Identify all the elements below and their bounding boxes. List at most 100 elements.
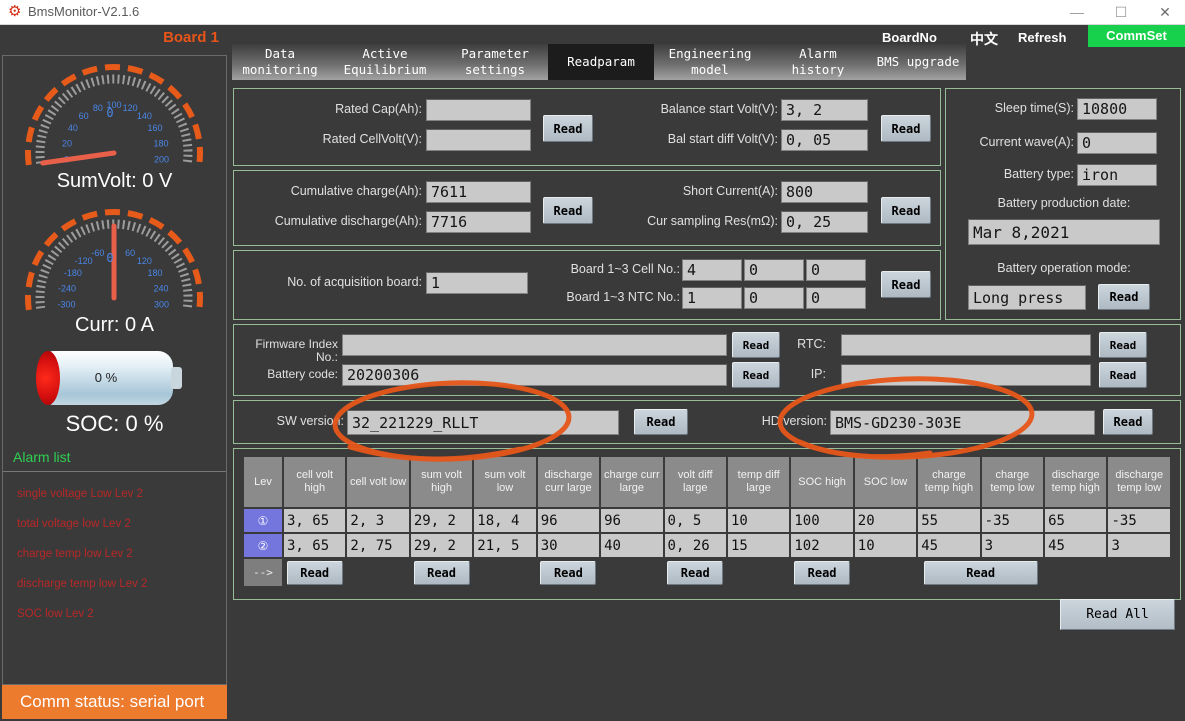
svg-text:0: 0 bbox=[106, 251, 113, 265]
table-read-button[interactable]: Read bbox=[286, 560, 343, 585]
tab-bms-upgrade[interactable]: BMS upgrade bbox=[876, 54, 960, 70]
panel-alarm-thresholds: Lev cell volt high cell volt low sum volt h… bbox=[233, 448, 1181, 600]
cell-no-input-3[interactable] bbox=[806, 259, 866, 281]
table-read-button[interactable]: Read bbox=[794, 560, 851, 585]
threshold-value-cell: 2, 3 bbox=[347, 509, 409, 532]
table-header-discharge-temp-low: discharge temp low bbox=[1108, 457, 1170, 507]
read-sw-version-button[interactable]: Read bbox=[634, 409, 688, 435]
alarm-threshold-table: Lev cell volt high cell volt low sum volt h… bbox=[242, 455, 1172, 588]
alarm-item: charge temp low Lev 2 bbox=[17, 548, 133, 560]
threshold-value-cell: 0, 5 bbox=[664, 509, 726, 532]
read-battery-code-button[interactable]: Read bbox=[732, 362, 780, 388]
minimize-button[interactable]: — bbox=[1070, 4, 1084, 20]
tab-active-equilibrium[interactable]: Active Equilibrium bbox=[343, 46, 427, 77]
sw-version-label: SW version: bbox=[276, 414, 344, 428]
battery-code-input[interactable] bbox=[342, 364, 727, 386]
sumvolt-gauge: 0204060801001201401601802000 bbox=[25, 64, 203, 166]
rated-cap-input[interactable] bbox=[426, 99, 531, 121]
short-current-input[interactable] bbox=[781, 181, 868, 203]
table-read-button[interactable]: Read bbox=[413, 560, 470, 585]
svg-text:240: 240 bbox=[154, 283, 169, 293]
bal-diff-input[interactable] bbox=[781, 129, 868, 151]
read-cumulative-button[interactable]: Read bbox=[543, 197, 593, 224]
table-header-cell-volt-low: cell volt low bbox=[347, 457, 409, 507]
ntc-no-input-2[interactable] bbox=[744, 287, 804, 309]
read-ip-button[interactable]: Read bbox=[1099, 362, 1147, 388]
table-read-button[interactable]: Read bbox=[923, 560, 1038, 585]
cur-sampling-label: Cur sampling Res(mΩ): bbox=[647, 214, 778, 228]
threshold-value-cell: 10 bbox=[727, 509, 790, 532]
read-acquisition-button[interactable]: Read bbox=[881, 271, 931, 298]
ntc-no-input-1[interactable] bbox=[682, 287, 742, 309]
read-hd-version-button[interactable]: Read bbox=[1103, 409, 1153, 435]
read-all-button[interactable]: Read All bbox=[1060, 599, 1175, 630]
operation-mode-label: Battery operation mode: bbox=[997, 261, 1131, 275]
tab-engineering-model[interactable]: Engineering model bbox=[668, 46, 752, 77]
panel-versions: SW version: Read HD version: Read bbox=[233, 400, 1181, 444]
threshold-value-cell: -35 bbox=[1108, 509, 1170, 532]
read-rated-button[interactable]: Read bbox=[543, 115, 593, 142]
read-rtc-button[interactable]: Read bbox=[1099, 332, 1147, 358]
svg-text:-180: -180 bbox=[64, 268, 82, 278]
read-current-button[interactable]: Read bbox=[881, 197, 931, 224]
rtc-input[interactable] bbox=[841, 334, 1091, 356]
ntc-no-input-3[interactable] bbox=[806, 287, 866, 309]
refresh-button[interactable]: Refresh bbox=[1018, 30, 1067, 45]
sw-version-input[interactable] bbox=[347, 410, 619, 435]
tab-data-monitoring[interactable]: Data monitoring bbox=[242, 46, 318, 77]
close-button[interactable]: ✕ bbox=[1159, 4, 1171, 20]
tab-strip: Data monitoring Active Equilibrium Paramet… bbox=[232, 44, 966, 80]
svg-text:60: 60 bbox=[79, 111, 89, 121]
table-header-cell-volt-high: cell volt high bbox=[284, 457, 346, 507]
alarm-item: discharge temp low Lev 2 bbox=[17, 578, 148, 590]
svg-text:120: 120 bbox=[123, 103, 138, 113]
read-firmware-button[interactable]: Read bbox=[732, 332, 780, 358]
operation-mode-input[interactable] bbox=[968, 285, 1086, 310]
threshold-value-cell: 100 bbox=[791, 509, 853, 532]
acq-board-input[interactable] bbox=[426, 272, 528, 294]
ntc-no-label: Board 1~3 NTC No.: bbox=[566, 290, 680, 304]
rated-cap-label: Rated Cap(Ah): bbox=[335, 102, 422, 116]
firmware-index-input[interactable] bbox=[342, 334, 727, 356]
cur-sampling-input[interactable] bbox=[781, 211, 868, 233]
short-current-label: Short Current(A): bbox=[682, 184, 778, 198]
battery-type-input[interactable] bbox=[1077, 164, 1157, 186]
maximize-button[interactable]: ☐ bbox=[1114, 4, 1128, 20]
bal-diff-label: Bal start diff Volt(V): bbox=[667, 132, 778, 146]
alarm-item: single voltage Low Lev 2 bbox=[17, 488, 143, 500]
boardno-button[interactable]: BoardNo bbox=[882, 30, 937, 45]
read-operation-mode-button[interactable]: Read bbox=[1098, 284, 1150, 310]
current-wave-label: Current wave(A): bbox=[979, 135, 1074, 149]
battery-code-label: Battery code: bbox=[267, 367, 338, 381]
table-read-button[interactable]: Read bbox=[540, 560, 597, 585]
current-wave-input[interactable] bbox=[1077, 132, 1157, 154]
threshold-value-cell: 0, 26 bbox=[664, 534, 726, 557]
cum-discharge-input[interactable] bbox=[426, 211, 531, 233]
tab-readparam[interactable]: Readparam bbox=[548, 44, 654, 80]
balance-start-input[interactable] bbox=[781, 99, 868, 121]
battery-percent-label: 0 % bbox=[94, 370, 118, 385]
hd-version-input[interactable] bbox=[830, 410, 1095, 435]
rtc-label: RTC: bbox=[797, 337, 826, 351]
ip-input[interactable] bbox=[841, 364, 1091, 386]
cell-no-input-2[interactable] bbox=[744, 259, 804, 281]
table-row: ① 3, 65 2, 3 29, 2 18, 4 96 96 0, 5 10 100 20 55 -35… bbox=[244, 509, 1170, 532]
commset-button[interactable]: CommSet bbox=[1088, 25, 1185, 47]
threshold-value-cell: 96 bbox=[537, 509, 600, 532]
rated-cellvolt-input[interactable] bbox=[426, 129, 531, 151]
threshold-value-cell: 10 bbox=[854, 534, 917, 557]
cell-no-input-1[interactable] bbox=[682, 259, 742, 281]
cum-charge-input[interactable] bbox=[426, 181, 531, 203]
production-date-input[interactable] bbox=[968, 219, 1160, 245]
sleep-time-input[interactable] bbox=[1077, 98, 1157, 120]
threshold-value-cell: 55 bbox=[918, 509, 980, 532]
read-balance-button[interactable]: Read bbox=[881, 115, 931, 142]
tab-alarm-history[interactable]: Alarm history bbox=[791, 46, 845, 77]
threshold-value-cell: 45 bbox=[1045, 534, 1107, 557]
alarm-item: SOC low Lev 2 bbox=[17, 608, 94, 620]
svg-text:180: 180 bbox=[148, 268, 163, 278]
svg-text:140: 140 bbox=[137, 111, 152, 121]
tab-parameter-settings[interactable]: Parameter settings bbox=[461, 46, 529, 77]
language-toggle-button[interactable]: 中文 bbox=[970, 31, 998, 47]
table-read-button[interactable]: Read bbox=[667, 560, 724, 585]
